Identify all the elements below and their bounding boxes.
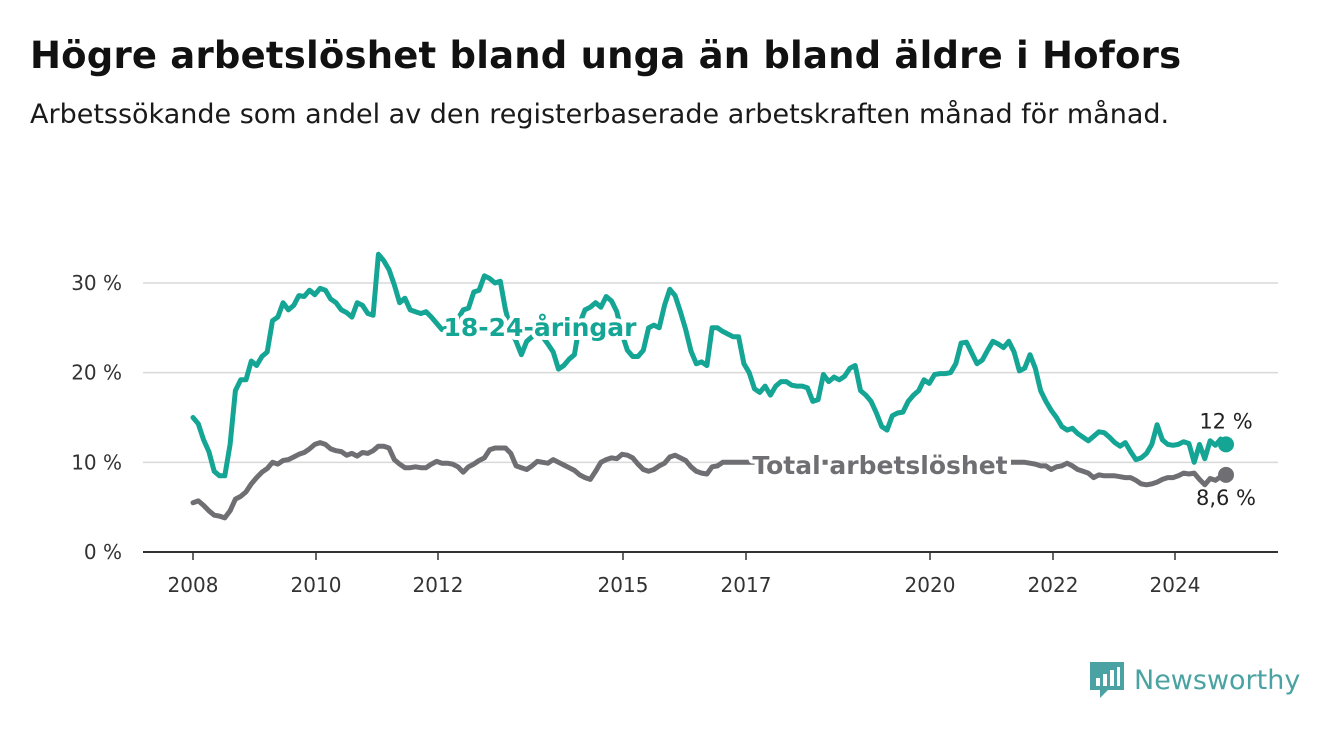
- newsworthy-logo: Newsworthy: [1088, 660, 1300, 700]
- y-axis: 0 % 10 % 20 % 30 %: [71, 271, 122, 564]
- total-series-line: [190, 440, 1229, 521]
- youth-series-label-halo: 18-24-åringar: [444, 313, 638, 342]
- y-tick-label: 20 %: [71, 361, 122, 385]
- x-tick-label: 2010: [291, 573, 342, 597]
- youth-end-label: 12 %: [1199, 409, 1252, 433]
- x-tick-label: 2020: [905, 573, 956, 597]
- x-tick-label: 2008: [168, 573, 219, 597]
- total-end-point: [1218, 466, 1234, 483]
- chart-subtitle: Arbetssökande som andel av den registerb…: [30, 99, 1170, 130]
- series-lines: [190, 251, 1234, 521]
- x-tick-label: 2012: [413, 573, 464, 597]
- x-tick-label: 2022: [1028, 573, 1079, 597]
- x-tick-label: 2024: [1150, 573, 1201, 597]
- y-tick-label: 10 %: [71, 450, 122, 474]
- x-axis: 2008 2010 2012 2015 2017 2020 2022 2024: [143, 551, 1278, 597]
- y-tick-label: 0 %: [84, 540, 122, 564]
- total-series-label-text: Total arbetslöshet: [752, 451, 1007, 480]
- x-tick-label: 2015: [598, 573, 649, 597]
- gridlines: [143, 282, 1278, 464]
- youth-series-line: [190, 251, 1229, 479]
- y-tick-label: 30 %: [71, 271, 122, 295]
- newsworthy-icon: [1090, 662, 1124, 698]
- total-series-label-halo: Total arbetslöshet: [752, 451, 1007, 480]
- x-tick-label: 2017: [721, 573, 772, 597]
- brand-name: Newsworthy: [1134, 664, 1301, 696]
- chart-title: Högre arbetslöshet bland unga än bland ä…: [30, 34, 1182, 77]
- youth-end-point: [1218, 436, 1234, 453]
- total-end-label: 8,6 %: [1196, 486, 1256, 510]
- youth-series-label-text: 18-24-åringar: [444, 313, 638, 342]
